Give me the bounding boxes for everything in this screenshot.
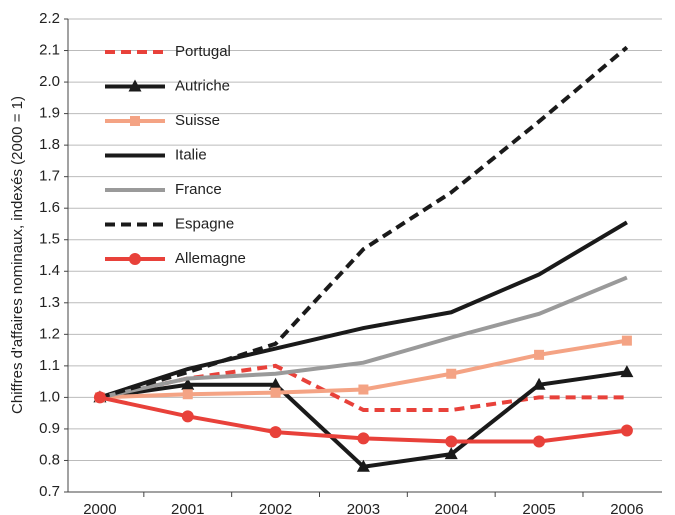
- legend-label: Espagne: [175, 215, 234, 232]
- point: [533, 435, 546, 448]
- point: [444, 447, 458, 460]
- y-tick-label: 1.2: [39, 325, 60, 342]
- point: [269, 426, 282, 439]
- point: [446, 368, 457, 379]
- y-tick-label: 1.1: [39, 357, 60, 374]
- y-tick-label: 2.0: [39, 73, 60, 90]
- point: [270, 387, 281, 398]
- y-tick-label: 2.2: [39, 10, 60, 27]
- legend-marker: [128, 79, 142, 92]
- point: [358, 384, 369, 395]
- point: [182, 389, 193, 400]
- legend-label: Italie: [175, 146, 207, 163]
- y-tick-label: 0.9: [39, 420, 60, 437]
- point: [269, 377, 283, 390]
- x-tick-label: 2001: [171, 501, 204, 515]
- legend-label: Suisse: [175, 112, 220, 129]
- y-tick-label: 1.3: [39, 294, 60, 311]
- y-tick-label: 2.1: [39, 42, 60, 59]
- legend-marker: [130, 116, 140, 126]
- x-tick-label: 2006: [610, 501, 643, 515]
- x-tick-label: 2000: [83, 501, 116, 515]
- point: [534, 349, 545, 360]
- y-tick-label: 0.7: [39, 483, 60, 500]
- point: [620, 424, 633, 437]
- x-tick-label: 2004: [435, 501, 468, 515]
- legend-marker: [129, 253, 141, 265]
- y-tick-label: 1.6: [39, 199, 60, 216]
- y-tick-label: 1.5: [39, 231, 60, 248]
- point: [621, 335, 632, 346]
- point: [532, 377, 546, 390]
- series-line: [99, 275, 628, 400]
- legend-label: Allemagne: [175, 250, 246, 267]
- point: [620, 365, 634, 378]
- series-line: [99, 45, 629, 400]
- point: [93, 391, 106, 404]
- y-tick-label: 1.0: [39, 388, 60, 405]
- x-tick-label: 2005: [522, 501, 555, 515]
- y-axis-label: Chiffres d'affaires nominaux, indexés (2…: [9, 96, 26, 414]
- x-tick-label: 2003: [347, 501, 380, 515]
- point: [181, 410, 194, 423]
- y-tick-label: 1.7: [39, 168, 60, 185]
- legend-label: France: [175, 181, 222, 198]
- y-tick-label: 0.8: [39, 451, 60, 468]
- series-line: [99, 220, 628, 400]
- y-tick-label: 1.9: [39, 105, 60, 122]
- point: [356, 459, 370, 472]
- x-tick-label: 2002: [259, 501, 292, 515]
- legend-label: Autriche: [175, 77, 230, 94]
- point: [357, 432, 370, 445]
- y-tick-label: 1.8: [39, 136, 60, 153]
- legend-label: Portugal: [175, 43, 231, 60]
- point: [445, 435, 458, 448]
- point: [181, 377, 195, 390]
- y-tick-label: 1.4: [39, 262, 60, 279]
